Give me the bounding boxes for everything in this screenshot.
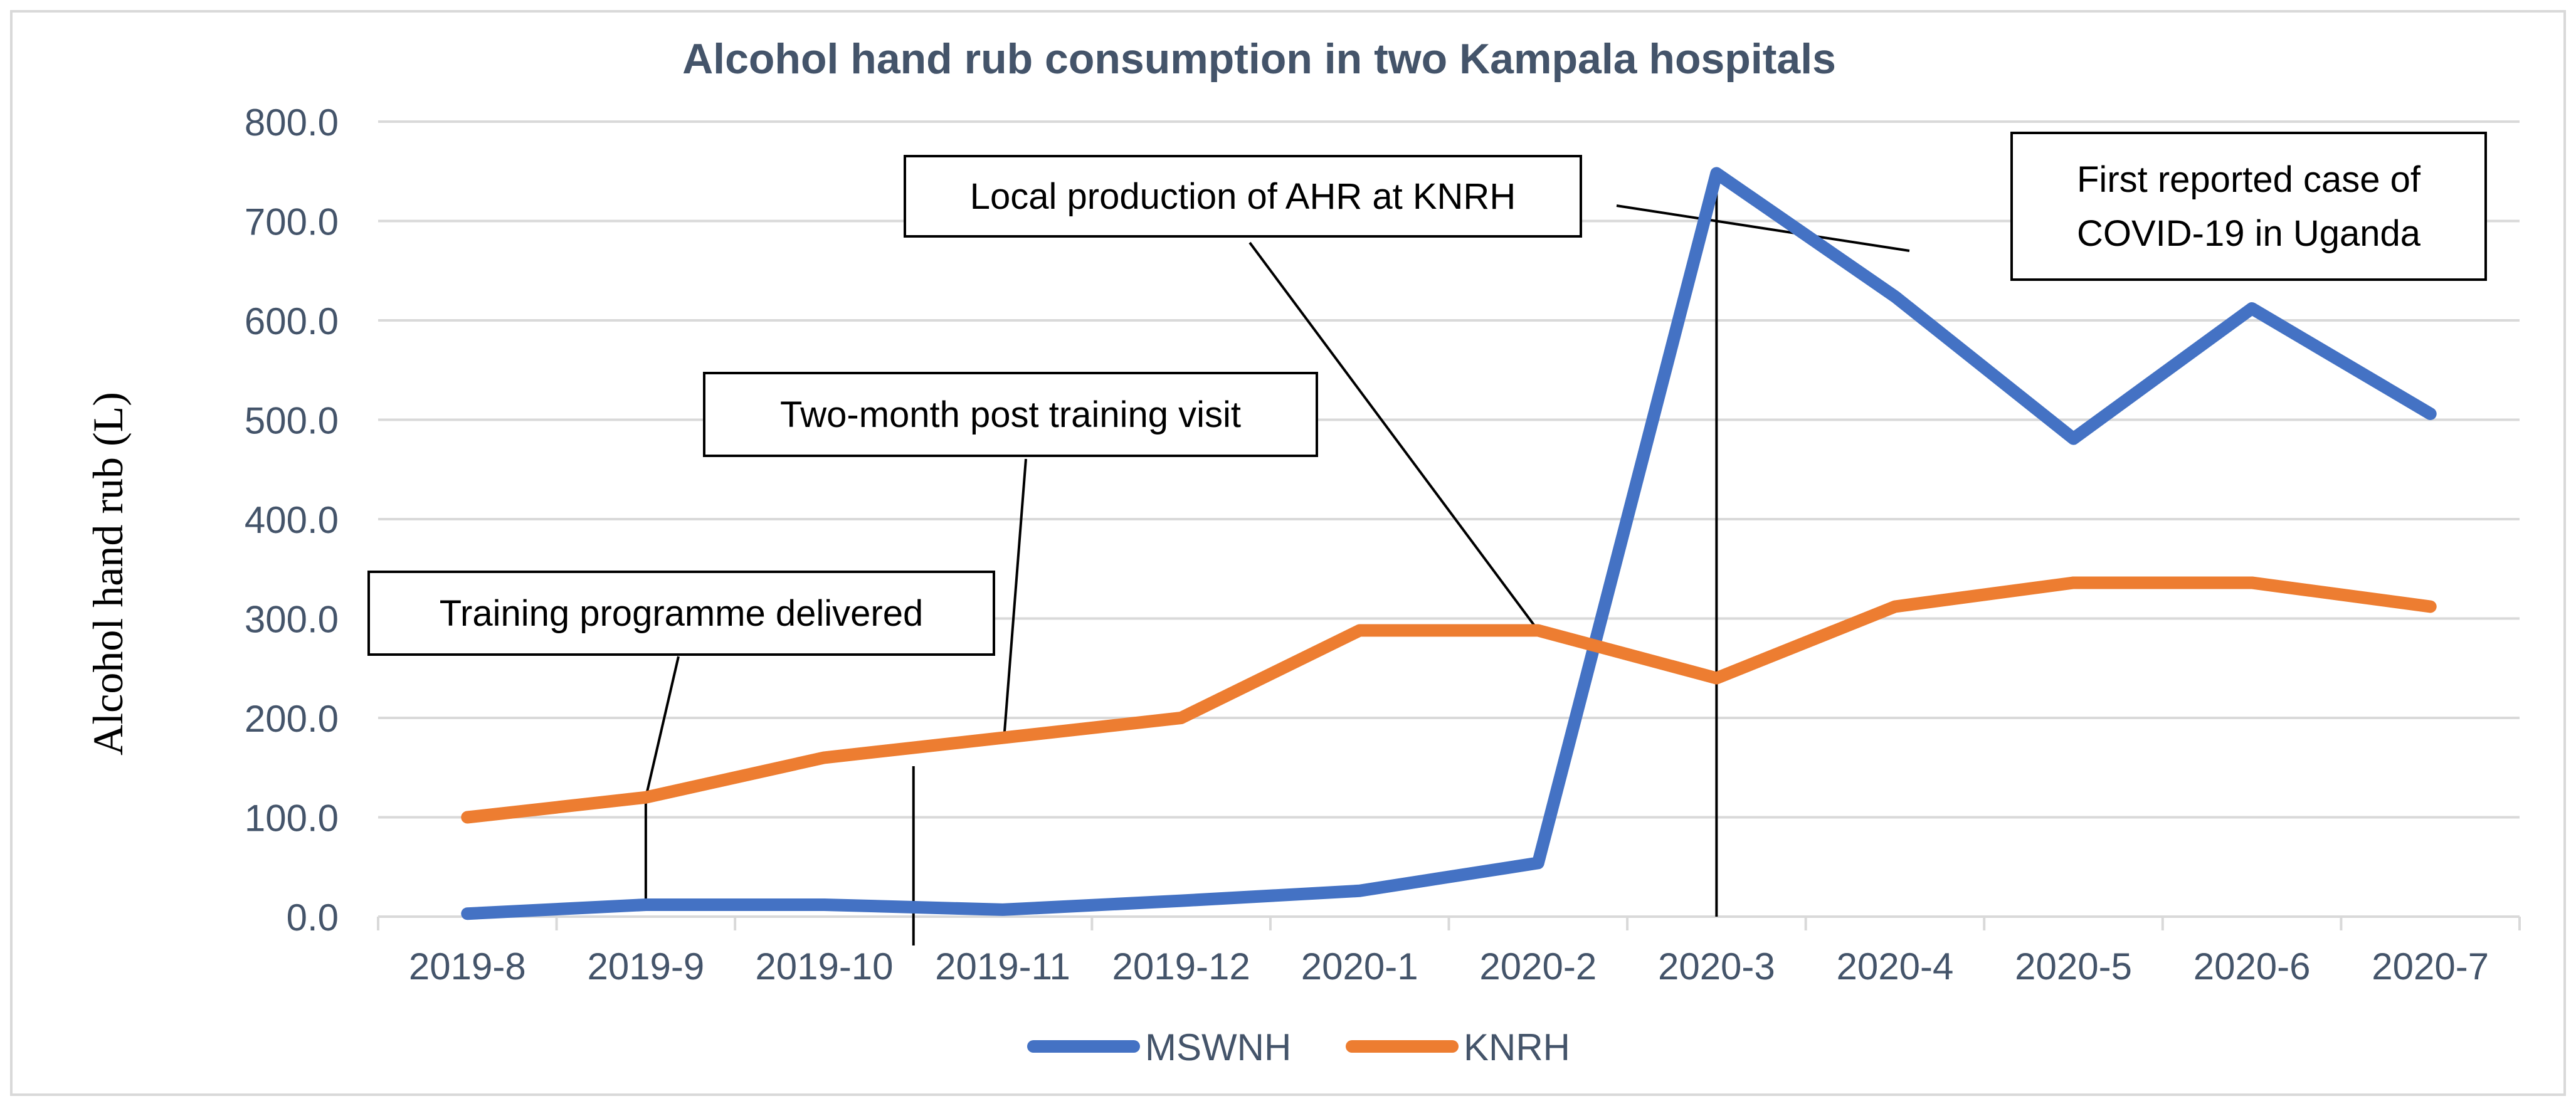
series-line-knrh — [461, 576, 2437, 824]
y-tick-label: 300.0 — [245, 599, 339, 641]
annotation-text: First reported case of — [2077, 159, 2421, 200]
y-tick-label: 0.0 — [287, 897, 339, 939]
x-tick-label: 2020-4 — [1837, 945, 1954, 988]
y-tick-label: 800.0 — [245, 102, 339, 144]
x-tick-label: 2020-5 — [2015, 945, 2132, 988]
chart-title: Alcohol hand rub consumption in two Kamp… — [682, 35, 1836, 83]
x-tick-label: 2020-1 — [1301, 945, 1418, 988]
x-tick-label: 2020-6 — [2193, 945, 2311, 988]
annotation-text: Local production of AHR at KNRH — [970, 176, 1516, 217]
x-tick-label: 2019-8 — [409, 945, 526, 988]
y-tick-label: 500.0 — [245, 400, 339, 442]
x-tick-label: 2020-7 — [2372, 945, 2489, 988]
y-tick-label: 100.0 — [245, 798, 339, 840]
legend-label: MSWNH — [1145, 1026, 1291, 1068]
series-line-mswnh — [461, 167, 2437, 920]
x-tick-label: 2019-9 — [587, 945, 704, 988]
annotation-two-month: Two-month post training visit — [703, 372, 1318, 457]
x-tick-label: 2019-11 — [935, 945, 1070, 988]
y-axis-label: Alcohol hand rub (L) — [84, 392, 132, 756]
annotation-covid: First reported case of COVID-19 in Uganda — [2010, 132, 2487, 281]
annotation-local-production: Local production of AHR at KNRH — [904, 155, 1582, 238]
y-tick-label: 400.0 — [245, 499, 339, 541]
x-tick-label: 2020-3 — [1658, 945, 1775, 988]
annotation-box — [367, 571, 995, 656]
annotation-box — [2010, 132, 2487, 281]
annotation-box — [703, 372, 1318, 457]
annotation-text: Two-month post training visit — [780, 394, 1241, 435]
covid-leader-line — [1616, 204, 1910, 252]
annotation-text: COVID-19 in Uganda — [2077, 213, 2421, 254]
axes: 0.0 100.0 200.0 300.0 400.0 500.0 600.0 700.0 80… — [245, 102, 2521, 988]
x-tick-label: 2020-2 — [1479, 945, 1597, 988]
y-tick-label: 600.0 — [245, 300, 339, 342]
legend: MSWNH KNRH — [1027, 1026, 1570, 1068]
annotation-text: Training programme delivered — [440, 593, 924, 634]
annotations — [644, 173, 1910, 945]
local-production-leader-line — [1248, 241, 1539, 631]
x-tick-label: 2019-12 — [1112, 945, 1250, 988]
series-lines — [461, 167, 2437, 920]
training-leader-line — [644, 656, 680, 798]
annotation-training: Training programme delivered — [367, 571, 995, 656]
y-tick-label: 200.0 — [245, 698, 339, 740]
two-month-leader-line — [1003, 458, 1027, 732]
y-tick-label: 700.0 — [245, 201, 339, 243]
legend-label: KNRH — [1464, 1026, 1570, 1068]
x-tick-label: 2019-10 — [755, 945, 893, 988]
annotation-box — [904, 155, 1582, 238]
legend-item-mswnh: MSWNH — [1027, 1026, 1291, 1068]
legend-item-knrh: KNRH — [1346, 1026, 1570, 1068]
